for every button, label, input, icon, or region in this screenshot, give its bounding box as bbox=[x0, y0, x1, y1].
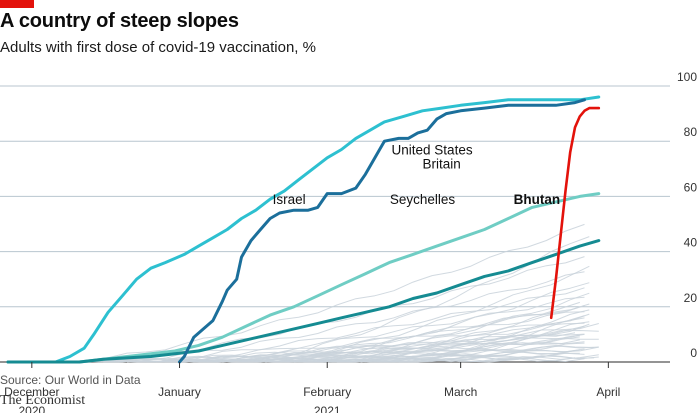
other-country-line bbox=[69, 223, 585, 363]
other-country-line bbox=[88, 256, 585, 362]
x-year-label-2020: 2020 bbox=[18, 404, 45, 413]
other-countries-lines bbox=[69, 223, 599, 363]
series-line-seychelles bbox=[178, 98, 586, 364]
other-country-line bbox=[217, 301, 580, 363]
y-tick-label-0: 0 bbox=[690, 346, 697, 360]
other-country-line bbox=[79, 332, 576, 363]
series-line-united-states bbox=[6, 239, 601, 364]
x-year-label-2021: 2021 bbox=[314, 404, 341, 413]
chart-subtitle: Adults with first dose of covid-19 vacci… bbox=[0, 39, 316, 56]
x-tick-label-december: December bbox=[4, 385, 59, 399]
chart-title: A country of steep slopes bbox=[0, 10, 239, 32]
other-country-line bbox=[303, 292, 590, 363]
x-axis: December January February March April 2020 202… bbox=[4, 362, 620, 413]
series-label-bhutan: Bhutan bbox=[514, 192, 561, 207]
series-line-bhutan bbox=[549, 106, 601, 320]
y-tick-label-80: 80 bbox=[684, 125, 698, 139]
x-tick-label-march: March bbox=[444, 385, 477, 399]
source-note: Source: Our World in Data bbox=[0, 373, 141, 387]
highlighted-series-lines bbox=[6, 95, 601, 364]
other-country-line bbox=[136, 355, 595, 363]
x-tick-label-april: April bbox=[596, 385, 620, 399]
y-tick-label-60: 60 bbox=[684, 180, 698, 194]
y-tick-label-40: 40 bbox=[684, 236, 698, 250]
other-country-line bbox=[155, 357, 576, 363]
publisher-brand: The Economist bbox=[0, 393, 86, 408]
series-label-united-states: United States bbox=[392, 142, 473, 157]
other-country-line bbox=[312, 354, 599, 363]
series-label-israel: Israel bbox=[273, 192, 306, 207]
y-tick-label-20: 20 bbox=[684, 291, 698, 305]
y-axis-tick-labels: 0 20 40 60 80 100 bbox=[677, 70, 697, 360]
economist-red-tag bbox=[0, 0, 34, 8]
series-line-israel bbox=[6, 95, 601, 364]
series-label-britain: Britain bbox=[422, 156, 460, 171]
x-tick-label-february: February bbox=[303, 385, 351, 399]
x-tick-label-january: January bbox=[158, 385, 201, 399]
series-label-seychelles: Seychelles bbox=[390, 192, 456, 207]
y-tick-label-100: 100 bbox=[677, 70, 697, 84]
